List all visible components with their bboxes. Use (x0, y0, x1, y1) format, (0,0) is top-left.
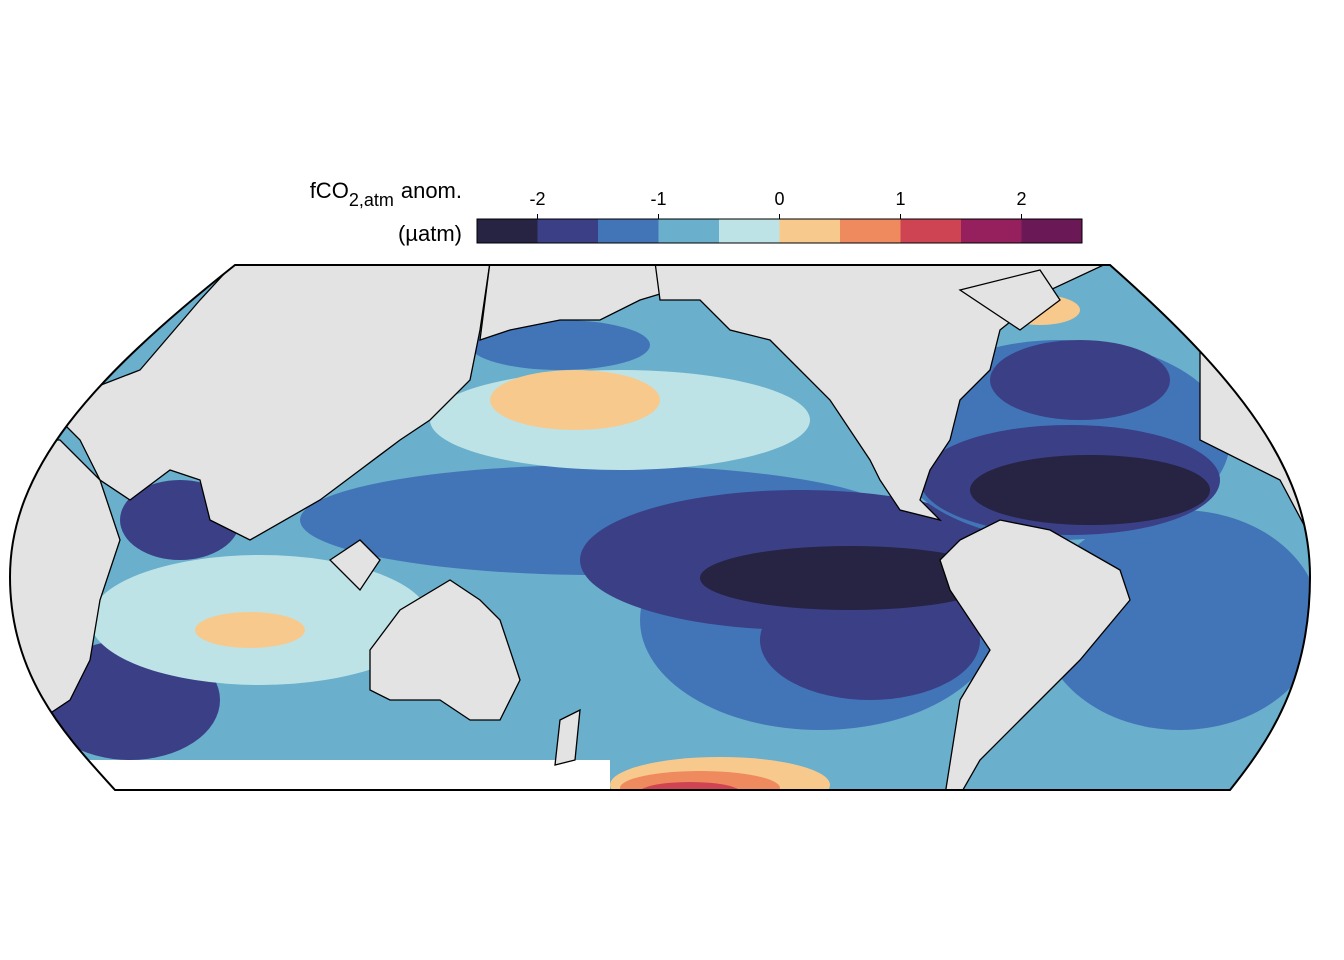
colorbar-tick-label: -1 (650, 189, 666, 209)
colorbar-tick-label: 2 (1016, 189, 1026, 209)
colorbar-tick-label: -2 (529, 189, 545, 209)
colorbar-segment (658, 219, 719, 243)
colorbar-segment (840, 219, 901, 243)
colorbar-segment (779, 219, 840, 243)
colorbar-segment (719, 219, 780, 243)
colorbar-tick-label: 0 (774, 189, 784, 209)
colorbar-tick-label: 1 (895, 189, 905, 209)
colorbar-segment (598, 219, 659, 243)
map (10, 265, 1310, 790)
colorbar-segment (477, 219, 538, 243)
colorbar-segment (537, 219, 598, 243)
colorbar-segment (961, 219, 1022, 243)
colorbar-title: fCO2,atm anom. (310, 178, 462, 210)
colorbar-segment (900, 219, 961, 243)
colorbar: -2 -1 0 1 2 (476, 189, 1083, 244)
colorbar-segment (1021, 219, 1082, 243)
map-border (8, 264, 1312, 791)
colorbar-unit: (µatm) (398, 221, 462, 246)
